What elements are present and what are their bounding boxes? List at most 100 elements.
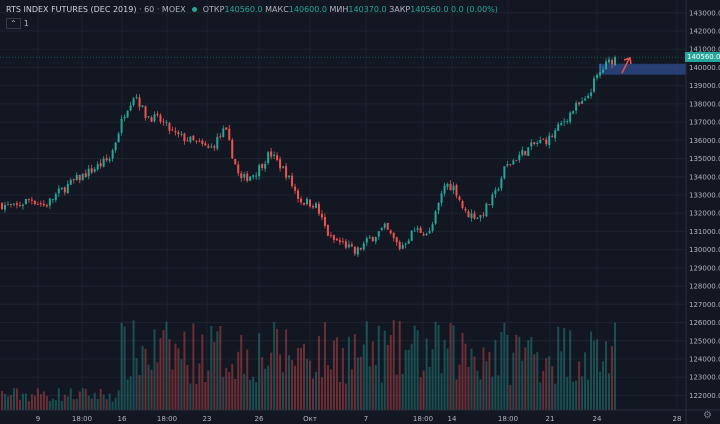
candle-body	[1, 203, 3, 210]
volume-bar	[434, 321, 437, 410]
candle-body	[536, 142, 539, 144]
exchange-label: MOEX	[161, 5, 186, 14]
candle-body	[177, 132, 180, 135]
volume-bar	[566, 376, 569, 410]
candle-body	[165, 122, 168, 123]
time-tick-label: 7	[364, 415, 368, 423]
candle-body	[57, 188, 60, 194]
volume-bar	[186, 365, 189, 410]
volume-bar	[362, 344, 365, 410]
candle-body	[300, 198, 303, 203]
candle-body	[329, 234, 332, 236]
volume-bar	[195, 383, 198, 410]
price-tick-label: 138000.0	[689, 100, 720, 108]
candle-body	[512, 160, 515, 165]
volume-bar	[482, 347, 485, 410]
settings-gear-icon[interactable]: ⚙	[703, 410, 712, 421]
candle-body	[509, 164, 512, 165]
candle-body	[545, 139, 548, 145]
volume-bar	[306, 359, 309, 410]
price-tick-label: 127000.0	[689, 301, 720, 309]
candle-body	[377, 231, 380, 237]
candle-body	[461, 201, 464, 208]
price-tick-label: 134000.0	[689, 173, 720, 181]
candle-body	[90, 168, 93, 173]
candle-body	[138, 97, 141, 107]
volume-bar	[54, 399, 57, 410]
symbol-name[interactable]: RTS INDEX FUTURES (DEC 2019)	[6, 5, 137, 14]
candle-body	[186, 140, 189, 142]
candle-body	[114, 142, 117, 151]
volume-bar	[518, 336, 521, 410]
candle-body	[285, 166, 288, 178]
high-label: МАКС	[265, 5, 289, 14]
volume-bar	[539, 382, 542, 410]
candle-body	[410, 230, 413, 241]
candle-body	[482, 214, 485, 216]
volume-bar	[69, 388, 72, 410]
collapse-chevron-icon[interactable]: ⌃	[6, 18, 21, 29]
candle-body	[39, 203, 42, 205]
price-tick-label: 143000.0	[689, 9, 720, 17]
volume-bar	[383, 330, 386, 410]
price-tick-label: 135000.0	[689, 155, 720, 163]
candle-body	[590, 92, 593, 96]
volume-bar	[63, 394, 66, 410]
candle-body	[195, 140, 198, 142]
candle-body	[192, 135, 195, 141]
candle-body	[344, 241, 347, 248]
candle-body	[159, 115, 162, 122]
candle-body	[237, 164, 240, 174]
candle-body	[129, 105, 132, 111]
volume-bar	[174, 343, 177, 410]
price-tick-label: 137000.0	[689, 119, 720, 127]
candle-body	[222, 128, 225, 138]
candle-body	[488, 204, 491, 205]
volume-bar	[255, 382, 258, 410]
candle-body	[539, 139, 542, 144]
interval-label[interactable]: 60	[144, 5, 155, 14]
candle-body	[365, 238, 368, 243]
trend-arrow	[621, 57, 632, 74]
volume-bar	[401, 373, 404, 410]
candle-body	[171, 129, 174, 131]
volume-bar	[147, 364, 150, 410]
volume-bar	[452, 325, 455, 410]
volume-bar	[285, 329, 288, 410]
volume-bar	[326, 364, 329, 410]
volume-bar	[114, 397, 117, 410]
volume-bar	[198, 363, 201, 410]
volume-bar	[311, 378, 314, 410]
candle-body	[608, 59, 611, 63]
time-tick-label: 28	[673, 415, 682, 423]
volume-bar	[66, 396, 69, 410]
candle-body	[156, 113, 159, 116]
volume-bar	[467, 367, 470, 410]
volume-bar	[141, 345, 144, 410]
indicators-toggle[interactable]: ⌃ 1	[6, 18, 29, 29]
candle-body	[383, 223, 386, 228]
candle-body	[201, 140, 204, 144]
price-tick-label: 125000.0	[689, 337, 720, 345]
indicator-count: 1	[23, 19, 29, 28]
candle-body	[207, 146, 210, 148]
candle-body	[162, 121, 165, 123]
volume-bar	[138, 375, 141, 410]
volume-bar	[72, 399, 75, 410]
volume-bar	[105, 399, 108, 410]
candle-body	[455, 185, 458, 196]
candle-body	[572, 111, 575, 114]
volume-bar	[614, 322, 616, 410]
candle-body	[323, 217, 326, 226]
volume-bar	[323, 322, 326, 410]
volume-bar	[611, 346, 614, 410]
close-value: 140560.0	[410, 5, 449, 14]
time-tick-label: 24	[593, 415, 602, 423]
volume-bar	[21, 393, 24, 410]
volume-bar	[300, 347, 303, 410]
candle-body	[497, 188, 500, 191]
candle-body	[347, 244, 350, 248]
volume-bar	[563, 328, 566, 410]
volume-bar	[180, 359, 183, 410]
